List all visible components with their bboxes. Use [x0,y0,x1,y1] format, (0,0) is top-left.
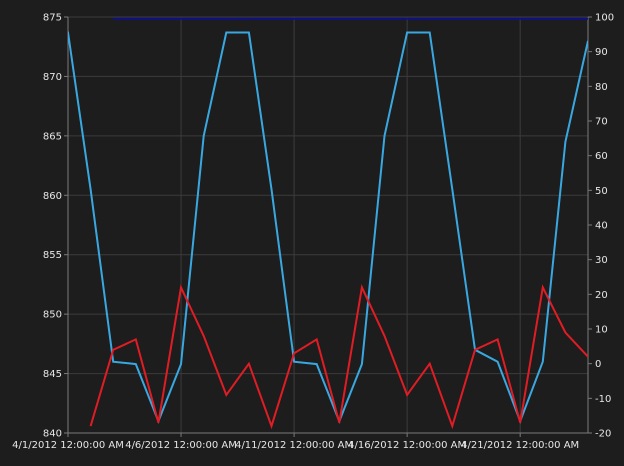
y-tick-label: 875 [43,13,62,24]
y-tick-label: 870 [43,72,62,83]
x-tick-label: 4/11/2012 12:00:00 AM [235,440,353,451]
y2-tick-label: 20 [595,290,608,301]
y2-tick-label: -20 [595,429,611,440]
y2-tick-label: 80 [595,82,608,93]
y2-tick-label: -10 [595,394,611,405]
y2-tick-label: 90 [595,47,608,58]
series-line-2 [89,284,588,430]
y2-tick-label: 40 [595,221,608,232]
y-tick-label: 840 [43,429,62,440]
y2-tick-label: 0 [595,359,601,370]
axes [64,16,592,437]
series-line-1 [68,31,588,424]
y-tick-label: 850 [43,310,62,321]
x-tick-label: 4/16/2012 12:00:00 AM [348,440,466,451]
y2-tick-label: 70 [595,117,608,128]
y2-tick-label: 10 [595,325,608,336]
x-tick-label: 4/1/2012 12:00:00 AM [12,440,124,451]
y-tick-label: 855 [43,250,62,261]
x-tick-label: 4/21/2012 12:00:00 AM [461,440,579,451]
series-lines [68,17,588,430]
y2-tick-label: 60 [595,151,608,162]
y2-tick-label: 30 [595,255,608,266]
y2-tick-label: 50 [595,186,608,197]
y2-tick-label: 100 [595,13,614,24]
x-tick-label: 4/6/2012 12:00:00 AM [125,440,237,451]
y-tick-label: 845 [43,369,62,380]
y-tick-label: 865 [43,131,62,142]
y-tick-label: 860 [43,191,62,202]
tick-labels: 840 845 850 855 860 865 870 875 -20 -10 0 10 20 30 40 5… [12,13,614,452]
